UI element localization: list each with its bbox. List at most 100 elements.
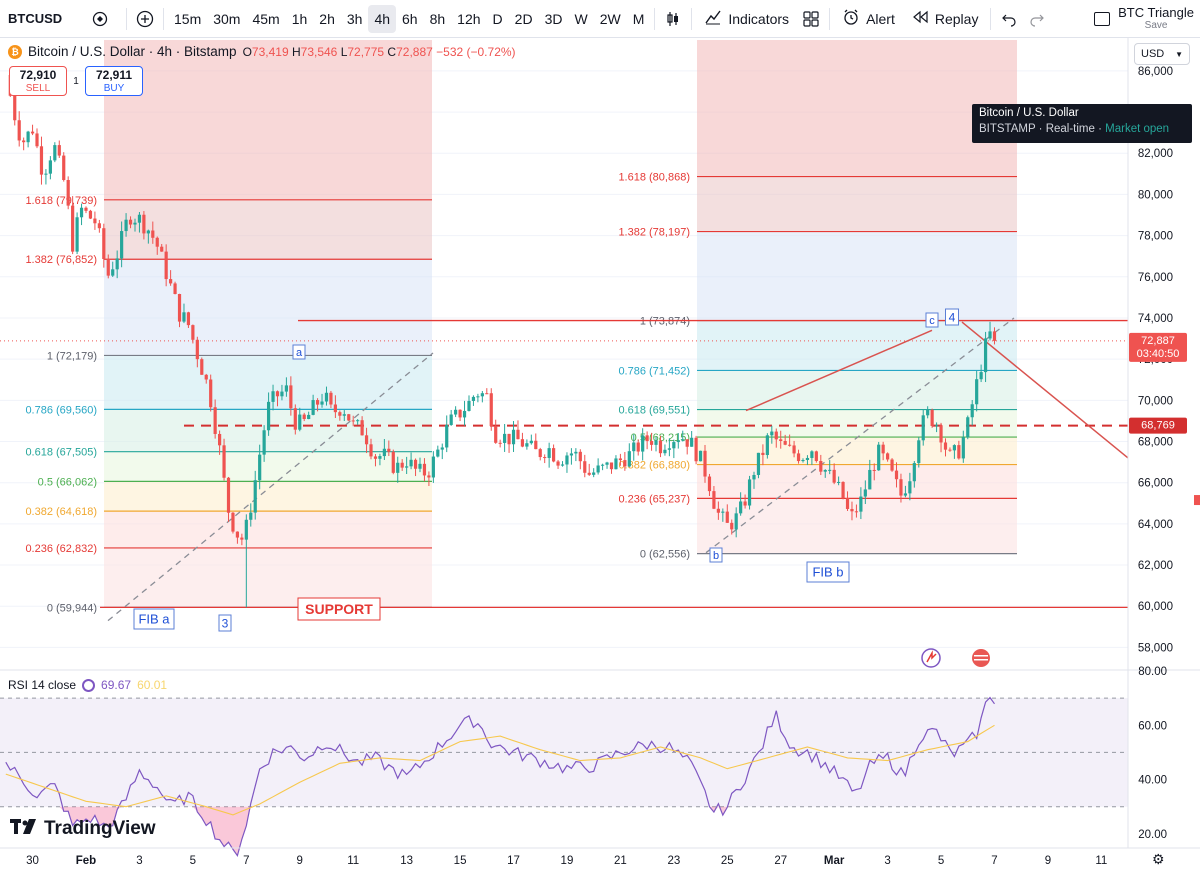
replay-button[interactable]: Replay xyxy=(903,5,987,33)
wave-a-label-box xyxy=(292,344,306,360)
candle-body xyxy=(111,269,115,276)
buy-button[interactable]: 72,911 BUY xyxy=(85,66,143,96)
candle-body xyxy=(814,451,818,461)
add-symbol-icon[interactable] xyxy=(131,5,159,33)
candle-body xyxy=(293,408,297,430)
interval-15m[interactable]: 15m xyxy=(174,10,202,27)
drawings xyxy=(0,317,1129,622)
interval-2h[interactable]: 2h xyxy=(319,10,335,27)
interval-2d[interactable]: 2D xyxy=(514,10,533,27)
low-value: 72,775 xyxy=(347,44,385,59)
candle-body xyxy=(507,433,511,445)
fib-b-name-label-box xyxy=(806,561,850,583)
candle-body xyxy=(182,312,186,322)
candle-body xyxy=(939,425,943,443)
candle-body xyxy=(120,231,124,259)
candle-body xyxy=(191,325,195,340)
interval-6h[interactable]: 6h xyxy=(402,10,418,27)
toolbar-divider xyxy=(126,7,127,30)
candle-body xyxy=(458,409,462,418)
buy-label: BUY xyxy=(103,83,125,94)
templates-icon[interactable] xyxy=(797,5,825,33)
time-tick-label: 5 xyxy=(190,855,196,867)
interval-m[interactable]: M xyxy=(632,10,645,27)
candle-body xyxy=(694,437,698,462)
undo-icon[interactable] xyxy=(995,5,1023,33)
interval-3h[interactable]: 3h xyxy=(346,10,363,27)
rsi-legend[interactable]: RSI 14 close 69.67 60.01 xyxy=(8,678,167,692)
candle-body xyxy=(743,501,747,506)
ohlc-values: O73,419 H73,546 L72,775 C72,887 −532 (−0… xyxy=(243,45,516,59)
candle-body xyxy=(405,466,409,468)
time-tick-label: 9 xyxy=(297,855,303,867)
indicators-button[interactable]: Indicators xyxy=(696,5,797,33)
wave-4-label-box xyxy=(945,308,959,326)
symbol-name[interactable]: BTCUSD xyxy=(8,11,63,26)
price-tick-label: 80,000 xyxy=(1138,189,1173,201)
rsi-tick-label: 40.00 xyxy=(1138,775,1167,787)
offscreen-marker xyxy=(1194,495,1200,506)
interval-selector: 15m 30m 45m 1h 2h 3h 4h 6h 8h 12h D 2D 3D W 2W M xyxy=(168,4,650,33)
interval-2w[interactable]: 2W xyxy=(599,10,621,27)
tradingview-logo[interactable]: TradingView xyxy=(10,818,156,840)
candle-body xyxy=(445,424,449,448)
interval-3d[interactable]: 3D xyxy=(544,10,563,27)
symbol-search[interactable]: BTCUSD xyxy=(0,0,122,38)
candle-style-icon[interactable] xyxy=(659,5,687,33)
candle-body xyxy=(632,442,636,452)
candle-body xyxy=(133,222,137,225)
symbol-legend[interactable]: ₿ Bitcoin / U.S. Dollar · 4h · Bitstamp … xyxy=(8,44,516,59)
earnings-event-icon xyxy=(921,648,941,668)
candle-body xyxy=(934,425,939,427)
candle-body xyxy=(881,444,885,454)
fib-b-zone-top xyxy=(697,40,1017,177)
candle-body xyxy=(511,429,516,445)
tradingview-logo-icon xyxy=(10,818,40,840)
close-label: C xyxy=(387,44,397,59)
fib-a-level-label: 1.618 (79,739) xyxy=(25,195,97,207)
candle-body xyxy=(658,440,663,454)
candle-body xyxy=(142,214,146,234)
sell-button[interactable]: 72,910 SELL xyxy=(9,66,67,96)
currency-select[interactable]: USD ▼ xyxy=(1134,43,1190,65)
wave-c-label: c xyxy=(929,315,935,327)
flag-stripe xyxy=(974,659,988,661)
candle-body xyxy=(623,460,627,467)
candle-body xyxy=(128,219,133,225)
layout-name-button[interactable]: BTC Triangle Save xyxy=(1118,6,1194,32)
interval-d[interactable]: D xyxy=(492,10,503,27)
interval-12h[interactable]: 12h xyxy=(457,10,481,27)
candle-body xyxy=(810,451,814,458)
candle-body xyxy=(244,519,248,540)
candle-body xyxy=(547,448,551,458)
redo-icon[interactable] xyxy=(1023,5,1051,33)
candle-body xyxy=(957,445,961,459)
candle-body xyxy=(160,246,164,252)
chart-labels: a 3 b c 4 FIB a FIB b SUPPORT xyxy=(133,308,990,668)
interval-1h[interactable]: 1h xyxy=(291,10,308,27)
layout-icon[interactable] xyxy=(1094,12,1111,26)
candle-body xyxy=(209,379,213,408)
low-label: L xyxy=(340,44,348,59)
candle-body xyxy=(266,401,271,431)
rsi-settings-icon[interactable] xyxy=(82,678,96,692)
fib-b-level-label: 1 (73,874) xyxy=(640,316,690,328)
candle-body xyxy=(975,379,979,405)
interval-4h[interactable]: 4h xyxy=(368,4,397,33)
candle-body xyxy=(262,430,266,455)
candle-body xyxy=(315,400,320,405)
interval-30m[interactable]: 30m xyxy=(213,10,241,27)
candle-body xyxy=(22,140,26,143)
candle-body xyxy=(39,146,44,175)
alert-button[interactable]: Alert xyxy=(834,5,903,33)
gear-icon[interactable]: ⚙ xyxy=(1152,851,1165,867)
compare-icon[interactable] xyxy=(86,5,114,33)
rsi-background xyxy=(0,669,1200,808)
candle-body xyxy=(418,463,422,469)
interval-45m[interactable]: 45m xyxy=(252,10,280,27)
main-chart[interactable]: 1.618 (79,739) 1.382 (76,852) 1 (72,179) 0.… xyxy=(0,38,1200,875)
interval-w[interactable]: W xyxy=(574,10,588,27)
interval-8h[interactable]: 8h xyxy=(429,10,446,27)
dashed-level-tag-text: 68,769 xyxy=(1141,420,1175,432)
toolbar-divider xyxy=(990,7,992,30)
